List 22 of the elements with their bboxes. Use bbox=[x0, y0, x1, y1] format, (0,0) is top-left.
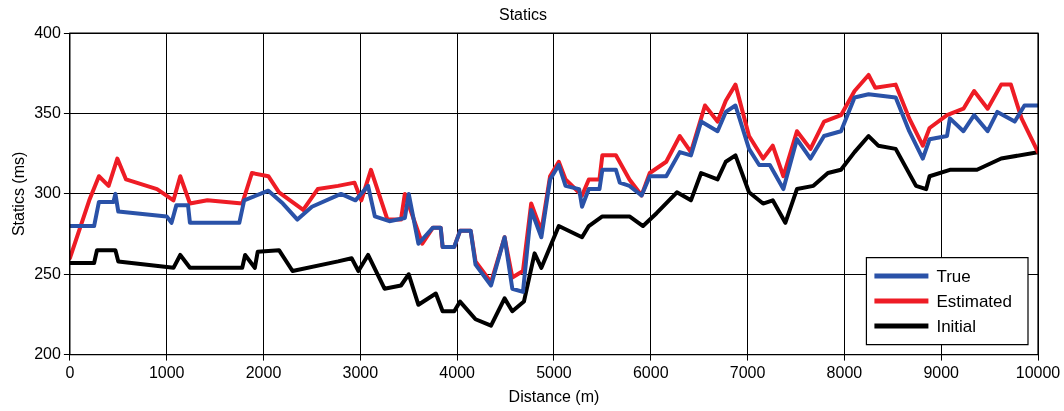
legend-label: Initial bbox=[936, 316, 977, 336]
x-tick-label: 9000 bbox=[923, 363, 960, 381]
y-tick-label: 250 bbox=[34, 264, 61, 282]
x-tick-label: 7000 bbox=[729, 363, 766, 381]
legend-label: Estimated bbox=[936, 291, 1013, 311]
x-tick-label: 2000 bbox=[245, 363, 282, 381]
x-tick-label: 5000 bbox=[536, 363, 572, 381]
y-tick-label: 200 bbox=[34, 345, 61, 363]
chart-title: Statics bbox=[498, 6, 548, 24]
y-tick-label: 350 bbox=[34, 103, 61, 121]
x-tick-label: 10000 bbox=[1015, 363, 1061, 381]
x-tick-label: 3000 bbox=[342, 363, 379, 381]
y-axis-title: Statics (ms) bbox=[10, 151, 28, 237]
x-tick-label: 1000 bbox=[148, 363, 185, 381]
x-axis-title: Distance (m) bbox=[508, 387, 600, 405]
x-tick-label: 6000 bbox=[632, 363, 669, 381]
legend-label: True bbox=[936, 266, 971, 286]
x-tick-label: 8000 bbox=[826, 363, 863, 381]
x-tick-label: 4000 bbox=[439, 363, 476, 381]
x-tick-label: 0 bbox=[65, 363, 75, 381]
y-tick-label: 300 bbox=[34, 184, 61, 202]
y-tick-label: 400 bbox=[34, 23, 61, 41]
